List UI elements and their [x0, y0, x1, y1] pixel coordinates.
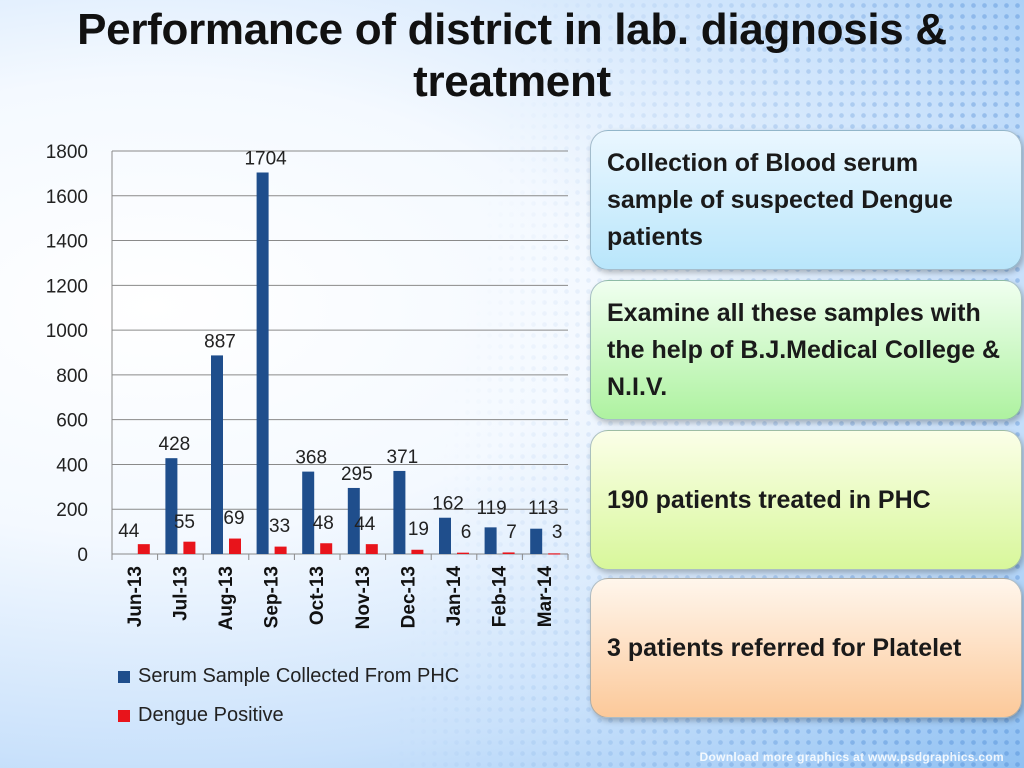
x-tick-label: Jun-13 — [125, 566, 146, 627]
y-tick-label: 1000 — [46, 321, 88, 342]
data-label-serum: 887 — [204, 331, 236, 352]
y-tick-label: 1600 — [46, 187, 88, 208]
bar-serum-Oct-13 — [302, 471, 315, 554]
y-tick-label: 200 — [56, 500, 88, 521]
data-label-serum: 113 — [528, 498, 558, 519]
bar-serum-Jan-14 — [439, 517, 451, 554]
data-label-dengue: 69 — [223, 508, 244, 529]
bar-dengue-Nov-13 — [365, 544, 378, 554]
legend-item-dengue: Dengue Positive — [118, 704, 284, 727]
legend-label-dengue: Dengue Positive — [138, 704, 284, 726]
info-box-collection: Collection of Blood serum sample of susp… — [590, 130, 1022, 270]
data-label-dengue: 44 — [354, 514, 376, 535]
x-tick-label: Mar-14 — [535, 566, 556, 628]
data-label-serum: 295 — [341, 464, 373, 485]
info-box-referred: 3 patients referred for Platelet — [590, 578, 1022, 718]
data-label-dengue: 55 — [174, 512, 195, 533]
legend-item-serum: Serum Sample Collected From PHC — [118, 665, 459, 688]
x-tick-label: Sep-13 — [262, 566, 283, 628]
bar-dengue-Feb-14 — [502, 552, 515, 554]
x-tick-label: Jan-14 — [444, 566, 465, 627]
data-label-dengue: 7 — [506, 522, 517, 543]
data-label-dengue: 44 — [118, 521, 140, 542]
data-label-dengue: 33 — [269, 516, 290, 537]
bar-dengue-Jan-14 — [457, 552, 469, 554]
info-box-treated: 190 patients treated in PHC — [590, 430, 1022, 570]
y-tick-label: 0 — [77, 545, 88, 566]
bar-serum-Feb-14 — [484, 527, 497, 554]
bar-chart: 1800 1600 1400 1200 1000 800 600 400 200 0 Jun-13 J… — [46, 142, 569, 630]
bar-dengue-Jun-13 — [137, 544, 150, 554]
bar-serum-Nov-13 — [347, 487, 360, 554]
x-tick-label: Nov-13 — [353, 566, 374, 629]
bar-dengue-Aug-13 — [229, 538, 241, 554]
info-box-examination: Examine all these samples with the help … — [590, 280, 1022, 420]
y-tick-label: 600 — [56, 411, 88, 432]
x-tick-label: Jul-13 — [170, 566, 191, 621]
data-label-dengue: 48 — [313, 513, 334, 534]
data-label-serum: 1704 — [244, 148, 287, 169]
y-tick-label: 1800 — [46, 142, 88, 163]
legend-label-serum: Serum Sample Collected From PHC — [138, 665, 460, 687]
info-box-treated-text: 190 patients treated in PHC — [607, 485, 931, 514]
bar-serum-Mar-14 — [530, 528, 543, 554]
slide-title: Performance of district in lab. diagnosi… — [77, 5, 947, 106]
legend-swatch-serum — [118, 670, 130, 683]
y-tick-label: 1400 — [46, 232, 88, 253]
x-tick-label: Dec-13 — [398, 566, 419, 628]
x-tick-label: Feb-14 — [490, 566, 511, 628]
x-tick-label: Aug-13 — [216, 566, 237, 630]
legend-swatch-dengue — [118, 709, 130, 722]
data-label-dengue: 19 — [408, 519, 429, 540]
bar-dengue-Dec-13 — [411, 549, 424, 554]
data-label-dengue: 6 — [461, 522, 472, 543]
y-tick-label: 1200 — [46, 276, 88, 297]
bar-serum-Sep-13 — [256, 172, 269, 554]
x-tick-label: Oct-13 — [307, 566, 328, 625]
data-label-serum: 371 — [387, 447, 419, 468]
bar-serum-Aug-13 — [211, 355, 223, 554]
data-label-serum: 119 — [476, 498, 506, 519]
data-label-serum: 428 — [159, 434, 191, 455]
y-tick-label: 800 — [56, 366, 88, 387]
data-label-dengue: 3 — [552, 522, 563, 543]
bar-dengue-Mar-14 — [548, 553, 561, 555]
bar-dengue-Jul-13 — [183, 541, 196, 554]
data-label-serum: 162 — [432, 494, 464, 515]
data-label-serum: 368 — [295, 448, 327, 469]
bar-serum-Dec-13 — [393, 470, 406, 554]
bar-dengue-Sep-13 — [274, 546, 287, 554]
info-box-referred-text: 3 patients referred for Platelet — [607, 633, 962, 662]
bar-serum-Jul-13 — [165, 458, 178, 554]
bar-dengue-Oct-13 — [320, 543, 333, 554]
y-tick-label: 400 — [56, 455, 88, 476]
watermark-text: Download more graphics at www.psdgraphic… — [699, 750, 1004, 764]
